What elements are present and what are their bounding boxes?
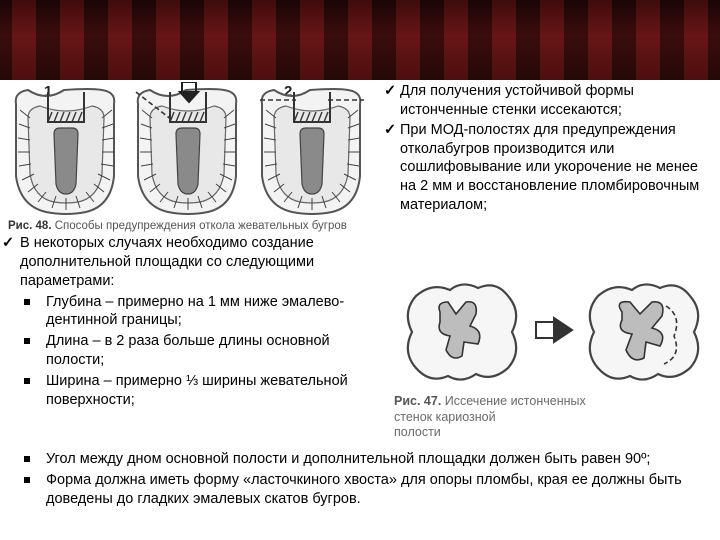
right-text-block: Для получения устойчивой формы истонченн… (384, 82, 714, 216)
right-item-2: При МОД-полостях для предупреждения отко… (384, 121, 714, 215)
arrow-right-icon (536, 318, 572, 342)
fig47-svg (388, 272, 714, 392)
fig48-caption: Рис. 48. Способы предупреждения откола ж… (4, 219, 379, 234)
fig48-caption-text: Способы предупреждения откола жевательны… (55, 220, 347, 232)
figure-47: Рис. 47. Иссечение истонченных стенок ка… (388, 272, 714, 441)
left-bullets: Глубина – примерно на 1 мм ниже эмалево-… (2, 293, 384, 410)
figure-48: 1 2 Рис. 48. Способы предупреждения отко… (4, 82, 379, 234)
fig47-caption: Рис. 47. Иссечение истонченных стенок ка… (388, 394, 714, 441)
fig47-caption-l2: стенок кариозной (394, 410, 496, 424)
fig47-caption-l1: Иссечение истонченных (445, 394, 586, 408)
bullet-5: Форма должна иметь форму «ласточкиного х… (42, 471, 714, 509)
bullet-4: Угол между дном основной полости и допол… (42, 450, 714, 469)
bullet-1: Глубина – примерно на 1 мм ниже эмалево-… (42, 293, 384, 331)
fig47-caption-l3: полости (394, 425, 441, 439)
left-intro: В некоторых случаях необходимо создание … (2, 234, 384, 291)
right-item-1: Для получения устойчивой формы истонченн… (384, 82, 714, 120)
left-text-block: В некоторых случаях необходимо создание … (2, 234, 384, 412)
bullet-2: Длина – в 2 раза больше длины основной п… (42, 332, 384, 370)
bullet-3: Ширина – примерно ⅓ ширины жевательной п… (42, 372, 384, 410)
curtain-header (0, 0, 720, 80)
wide-bullets: Угол между дном основной полости и допол… (2, 450, 714, 509)
fig48-caption-bold: Рис. 48. (8, 220, 52, 232)
wide-bullets-block: Угол между дном основной полости и допол… (2, 448, 714, 511)
fig47-caption-bold: Рис. 47. (394, 394, 441, 408)
fig48-svg: 1 2 (4, 82, 379, 217)
